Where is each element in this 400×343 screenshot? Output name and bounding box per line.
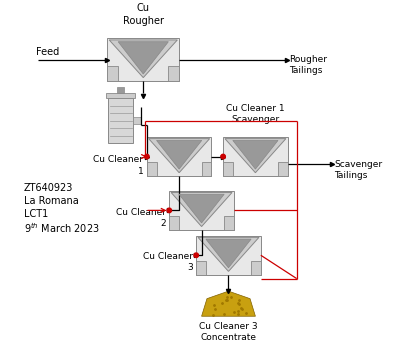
Bar <box>224 216 234 230</box>
Bar <box>107 38 179 81</box>
Bar <box>108 98 133 143</box>
Bar <box>147 163 156 176</box>
Bar <box>196 236 261 275</box>
Bar <box>169 216 179 230</box>
Polygon shape <box>225 139 286 173</box>
Text: Cu Cleaner 1
Scavenger: Cu Cleaner 1 Scavenger <box>226 104 285 124</box>
Polygon shape <box>233 140 278 169</box>
Polygon shape <box>156 140 202 169</box>
Text: Cu Cleaner
3: Cu Cleaner 3 <box>143 252 193 272</box>
Bar <box>168 66 179 81</box>
Polygon shape <box>202 291 256 316</box>
Bar <box>169 191 234 230</box>
Polygon shape <box>149 139 210 173</box>
Bar <box>223 163 233 176</box>
Bar <box>278 163 288 176</box>
Polygon shape <box>198 237 259 271</box>
Text: Cu Cleaner
2: Cu Cleaner 2 <box>116 208 166 228</box>
Text: La Romana: La Romana <box>24 196 79 206</box>
Text: 9$^{th}$ March 2023: 9$^{th}$ March 2023 <box>24 221 100 235</box>
Bar <box>106 93 135 98</box>
Text: ZT640923: ZT640923 <box>24 184 73 193</box>
Text: Rougher
Tailings: Rougher Tailings <box>290 55 328 75</box>
Bar <box>147 137 212 176</box>
Bar <box>133 117 140 124</box>
Bar <box>223 137 288 176</box>
Bar <box>251 261 261 275</box>
Circle shape <box>194 253 198 258</box>
Bar <box>202 163 212 176</box>
Circle shape <box>167 208 172 213</box>
Text: Feed: Feed <box>36 47 60 57</box>
Text: Cu Cleaner
1: Cu Cleaner 1 <box>93 155 143 176</box>
Bar <box>117 87 124 93</box>
Text: Cu Cleaner 3
Concentrate: Cu Cleaner 3 Concentrate <box>199 322 258 342</box>
Bar <box>107 66 118 81</box>
Polygon shape <box>171 192 232 226</box>
Circle shape <box>145 154 149 159</box>
Polygon shape <box>118 42 168 74</box>
Circle shape <box>221 154 225 159</box>
Polygon shape <box>109 40 177 78</box>
Bar <box>196 261 206 275</box>
Text: Scavenger
Tailings: Scavenger Tailings <box>334 160 382 180</box>
Polygon shape <box>179 194 224 223</box>
Text: LCT1: LCT1 <box>24 209 48 218</box>
Text: Cu
Rougher: Cu Rougher <box>123 3 164 26</box>
Polygon shape <box>206 239 251 268</box>
